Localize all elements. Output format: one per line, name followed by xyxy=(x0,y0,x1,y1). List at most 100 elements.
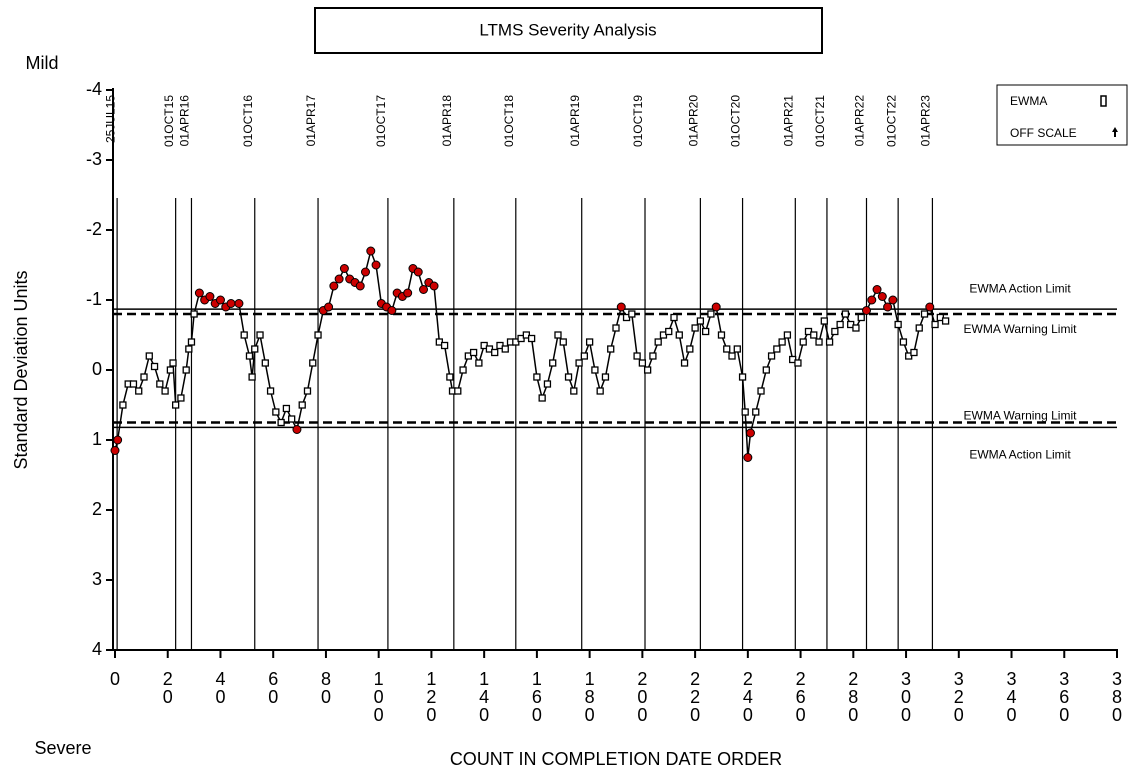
ewma-point xyxy=(728,352,736,360)
ewma-point xyxy=(119,401,127,409)
ewma-point xyxy=(177,394,185,402)
ewma-point xyxy=(169,359,177,367)
y-tick-label: 1 xyxy=(92,429,102,449)
ewma-point xyxy=(841,310,850,318)
ewma-point xyxy=(762,366,770,374)
ewma-point xyxy=(654,338,662,346)
ewma-point xyxy=(182,366,190,374)
date-label: 01OCT21 xyxy=(813,95,827,147)
ewma-point xyxy=(675,331,683,339)
ewma-point xyxy=(314,331,322,339)
ewma-point-flagged xyxy=(366,246,376,256)
x-tick-digit: 0 xyxy=(426,705,436,725)
ewma-point xyxy=(266,387,275,395)
ewma-point xyxy=(591,366,599,374)
ewma-point-flagged xyxy=(110,446,120,455)
ewma-point xyxy=(248,373,256,381)
x-tick-digit: 6 xyxy=(268,669,278,689)
x-tick-digit: 2 xyxy=(796,669,806,689)
legend-box xyxy=(996,84,1128,146)
date-label: 01APR17 xyxy=(304,95,318,147)
ewma-point-flagged xyxy=(387,306,397,315)
date-label: 01APR20 xyxy=(687,95,701,147)
ewma-point xyxy=(778,338,786,346)
ewma-point xyxy=(686,345,694,353)
date-label: 01APR18 xyxy=(440,95,454,147)
ewma-point xyxy=(670,313,678,322)
y-tick-label: -4 xyxy=(86,79,102,99)
ewma-point xyxy=(309,359,317,367)
ewma-point xyxy=(277,418,285,427)
ewma-point xyxy=(251,345,259,353)
ewma-point xyxy=(649,352,657,360)
ewma-point-flagged xyxy=(877,292,887,301)
ewma-point xyxy=(702,327,710,336)
ewma-point xyxy=(261,359,269,367)
ewma-point-flagged xyxy=(745,428,755,438)
ewma-point xyxy=(607,345,615,353)
date-label: 01OCT20 xyxy=(729,95,743,147)
ewma-point-flagged xyxy=(234,299,244,308)
ewma-point-flagged xyxy=(355,281,365,291)
date-label: 01APR19 xyxy=(568,95,582,147)
ewma-point xyxy=(245,352,254,360)
top-note: Mild xyxy=(25,53,58,73)
limit-label: EWMA Warning Limit xyxy=(964,322,1078,336)
x-tick-digit: 0 xyxy=(743,705,753,725)
x-tick-digit: 1 xyxy=(479,669,489,689)
ewma-point xyxy=(638,359,647,367)
y-tick-label: 2 xyxy=(92,499,102,519)
limit-label: EWMA Action Limit xyxy=(969,281,1071,295)
x-tick-digit: 2 xyxy=(163,669,173,689)
y-axis-label: Standard Deviation Units xyxy=(11,270,31,469)
x-tick-digit: 0 xyxy=(690,705,700,725)
date-label: 01OCT16 xyxy=(241,95,255,147)
x-tick-digit: 2 xyxy=(690,669,700,689)
x-tick-digit: 2 xyxy=(848,669,858,689)
ewma-point xyxy=(580,352,589,360)
x-tick-digit: 0 xyxy=(901,705,911,725)
x-tick-digit: 3 xyxy=(1112,669,1122,689)
ewma-point-flagged xyxy=(925,302,935,312)
legend-label: OFF SCALE xyxy=(1010,126,1077,140)
ewma-point xyxy=(440,341,449,350)
ewma-point-flagged xyxy=(339,264,349,273)
ewma-point xyxy=(665,327,673,336)
ewma-point xyxy=(298,401,306,409)
ewma-point xyxy=(240,331,248,339)
ewma-point xyxy=(680,359,689,367)
ewma-point xyxy=(643,366,652,374)
x-tick-digit: 3 xyxy=(1059,669,1069,689)
ewma-point-flagged xyxy=(226,299,236,308)
x-tick-digit: 0 xyxy=(532,705,542,725)
ewma-point-flagged xyxy=(194,288,204,298)
ewma-point xyxy=(272,408,280,416)
x-tick-digit: 0 xyxy=(954,705,964,725)
x-tick-digit: 0 xyxy=(110,669,120,689)
ewma-point-flagged xyxy=(419,285,429,294)
ewma-point xyxy=(187,338,196,346)
date-label: 01OCT22 xyxy=(884,95,898,147)
date-label: 01APR21 xyxy=(781,95,795,147)
ewma-point xyxy=(717,331,726,339)
x-tick-digit: 0 xyxy=(585,705,595,725)
ewma-point xyxy=(575,359,583,367)
legend-marker xyxy=(1112,127,1118,137)
ewma-point xyxy=(857,313,865,322)
date-label: 01OCT15 xyxy=(162,95,176,147)
x-tick-digit: 8 xyxy=(585,687,595,707)
x-tick-digit: 0 xyxy=(1059,705,1069,725)
y-tick-label: 0 xyxy=(92,359,102,379)
ewma-point-flagged xyxy=(329,281,339,291)
y-tick-label: 4 xyxy=(92,639,102,659)
legend-marker xyxy=(1100,95,1107,107)
ewma-point-flagged xyxy=(888,295,898,305)
date-label: 01OCT18 xyxy=(502,95,516,147)
